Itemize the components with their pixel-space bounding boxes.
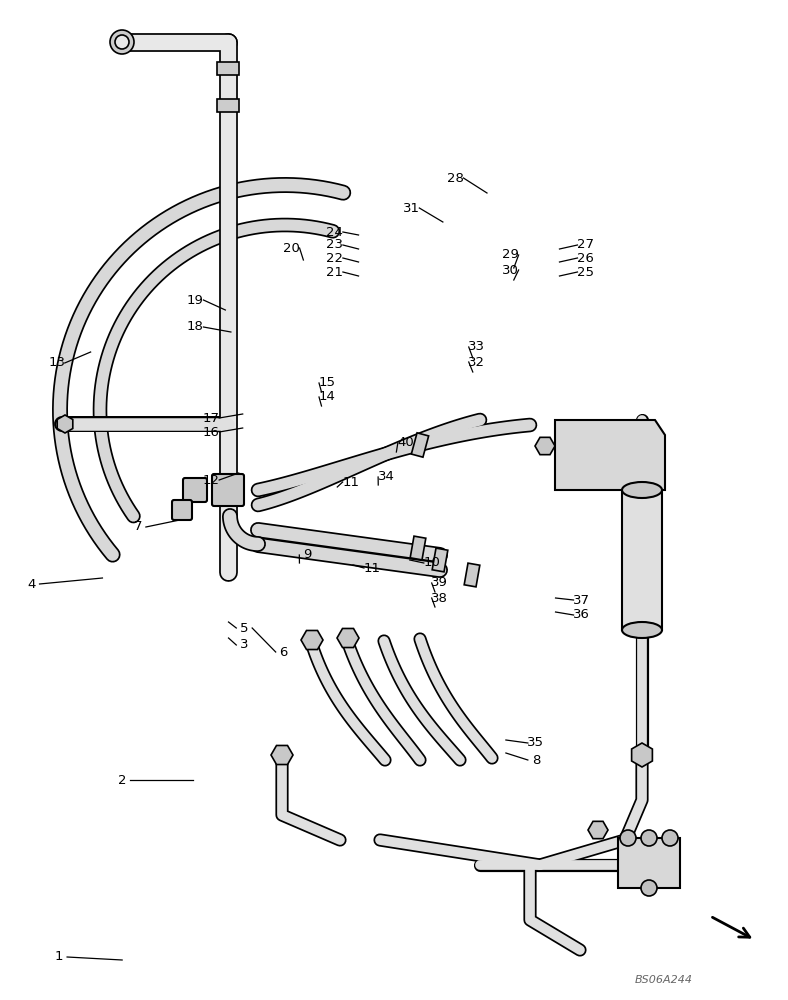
Ellipse shape <box>622 482 662 498</box>
Text: 30: 30 <box>502 263 519 276</box>
Text: 11: 11 <box>342 476 359 488</box>
Text: 14: 14 <box>318 390 336 403</box>
Text: 6: 6 <box>280 646 288 658</box>
Text: 9: 9 <box>303 548 311 562</box>
Ellipse shape <box>622 622 662 638</box>
Text: 11: 11 <box>363 562 381 574</box>
Text: 26: 26 <box>577 251 594 264</box>
Text: 2: 2 <box>118 774 126 786</box>
Text: 13: 13 <box>48 357 65 369</box>
Text: 22: 22 <box>326 251 344 264</box>
Text: 27: 27 <box>577 238 594 251</box>
Polygon shape <box>411 433 429 457</box>
Text: 16: 16 <box>203 426 220 438</box>
Text: 7: 7 <box>134 520 142 534</box>
Text: 39: 39 <box>431 576 448 589</box>
Polygon shape <box>432 548 448 572</box>
Text: 36: 36 <box>573 608 590 621</box>
Text: BS06A244: BS06A244 <box>635 975 693 985</box>
Polygon shape <box>464 563 480 587</box>
Text: 38: 38 <box>431 591 448 604</box>
Bar <box>618 838 680 888</box>
Polygon shape <box>632 743 652 767</box>
FancyBboxPatch shape <box>183 478 207 502</box>
Polygon shape <box>217 99 239 111</box>
Polygon shape <box>271 745 293 765</box>
FancyBboxPatch shape <box>212 474 244 506</box>
Text: 34: 34 <box>377 471 395 484</box>
Text: 35: 35 <box>527 736 545 750</box>
Circle shape <box>620 830 636 846</box>
Polygon shape <box>301 630 323 650</box>
Circle shape <box>641 880 657 896</box>
Text: 4: 4 <box>28 578 35 590</box>
Text: 33: 33 <box>468 340 485 354</box>
Text: 10: 10 <box>423 556 440 570</box>
Text: 1: 1 <box>55 950 63 964</box>
Circle shape <box>110 30 134 54</box>
FancyBboxPatch shape <box>172 500 192 520</box>
Text: 19: 19 <box>187 294 204 306</box>
Text: 15: 15 <box>318 376 336 389</box>
Text: 20: 20 <box>283 241 300 254</box>
Polygon shape <box>217 62 239 75</box>
Circle shape <box>662 830 678 846</box>
Text: 28: 28 <box>447 172 464 184</box>
Text: 21: 21 <box>326 265 344 278</box>
Text: 12: 12 <box>203 474 220 487</box>
Circle shape <box>115 35 129 49</box>
Text: 17: 17 <box>203 412 220 424</box>
Polygon shape <box>411 536 426 560</box>
Text: 8: 8 <box>532 754 540 766</box>
Text: 24: 24 <box>326 226 344 238</box>
Bar <box>622 490 662 630</box>
Text: 3: 3 <box>240 639 248 652</box>
Polygon shape <box>535 437 555 455</box>
Text: 25: 25 <box>577 265 594 278</box>
Text: 37: 37 <box>573 593 590 606</box>
Text: 32: 32 <box>468 356 485 368</box>
Text: 31: 31 <box>403 202 420 215</box>
Circle shape <box>641 830 657 846</box>
Text: 5: 5 <box>240 621 248 635</box>
Text: 18: 18 <box>187 320 204 334</box>
Text: 29: 29 <box>502 248 519 261</box>
Text: 23: 23 <box>326 238 344 251</box>
Polygon shape <box>337 628 359 648</box>
Polygon shape <box>555 420 665 490</box>
Polygon shape <box>58 415 72 433</box>
Text: 40: 40 <box>397 436 414 450</box>
Polygon shape <box>588 821 608 839</box>
